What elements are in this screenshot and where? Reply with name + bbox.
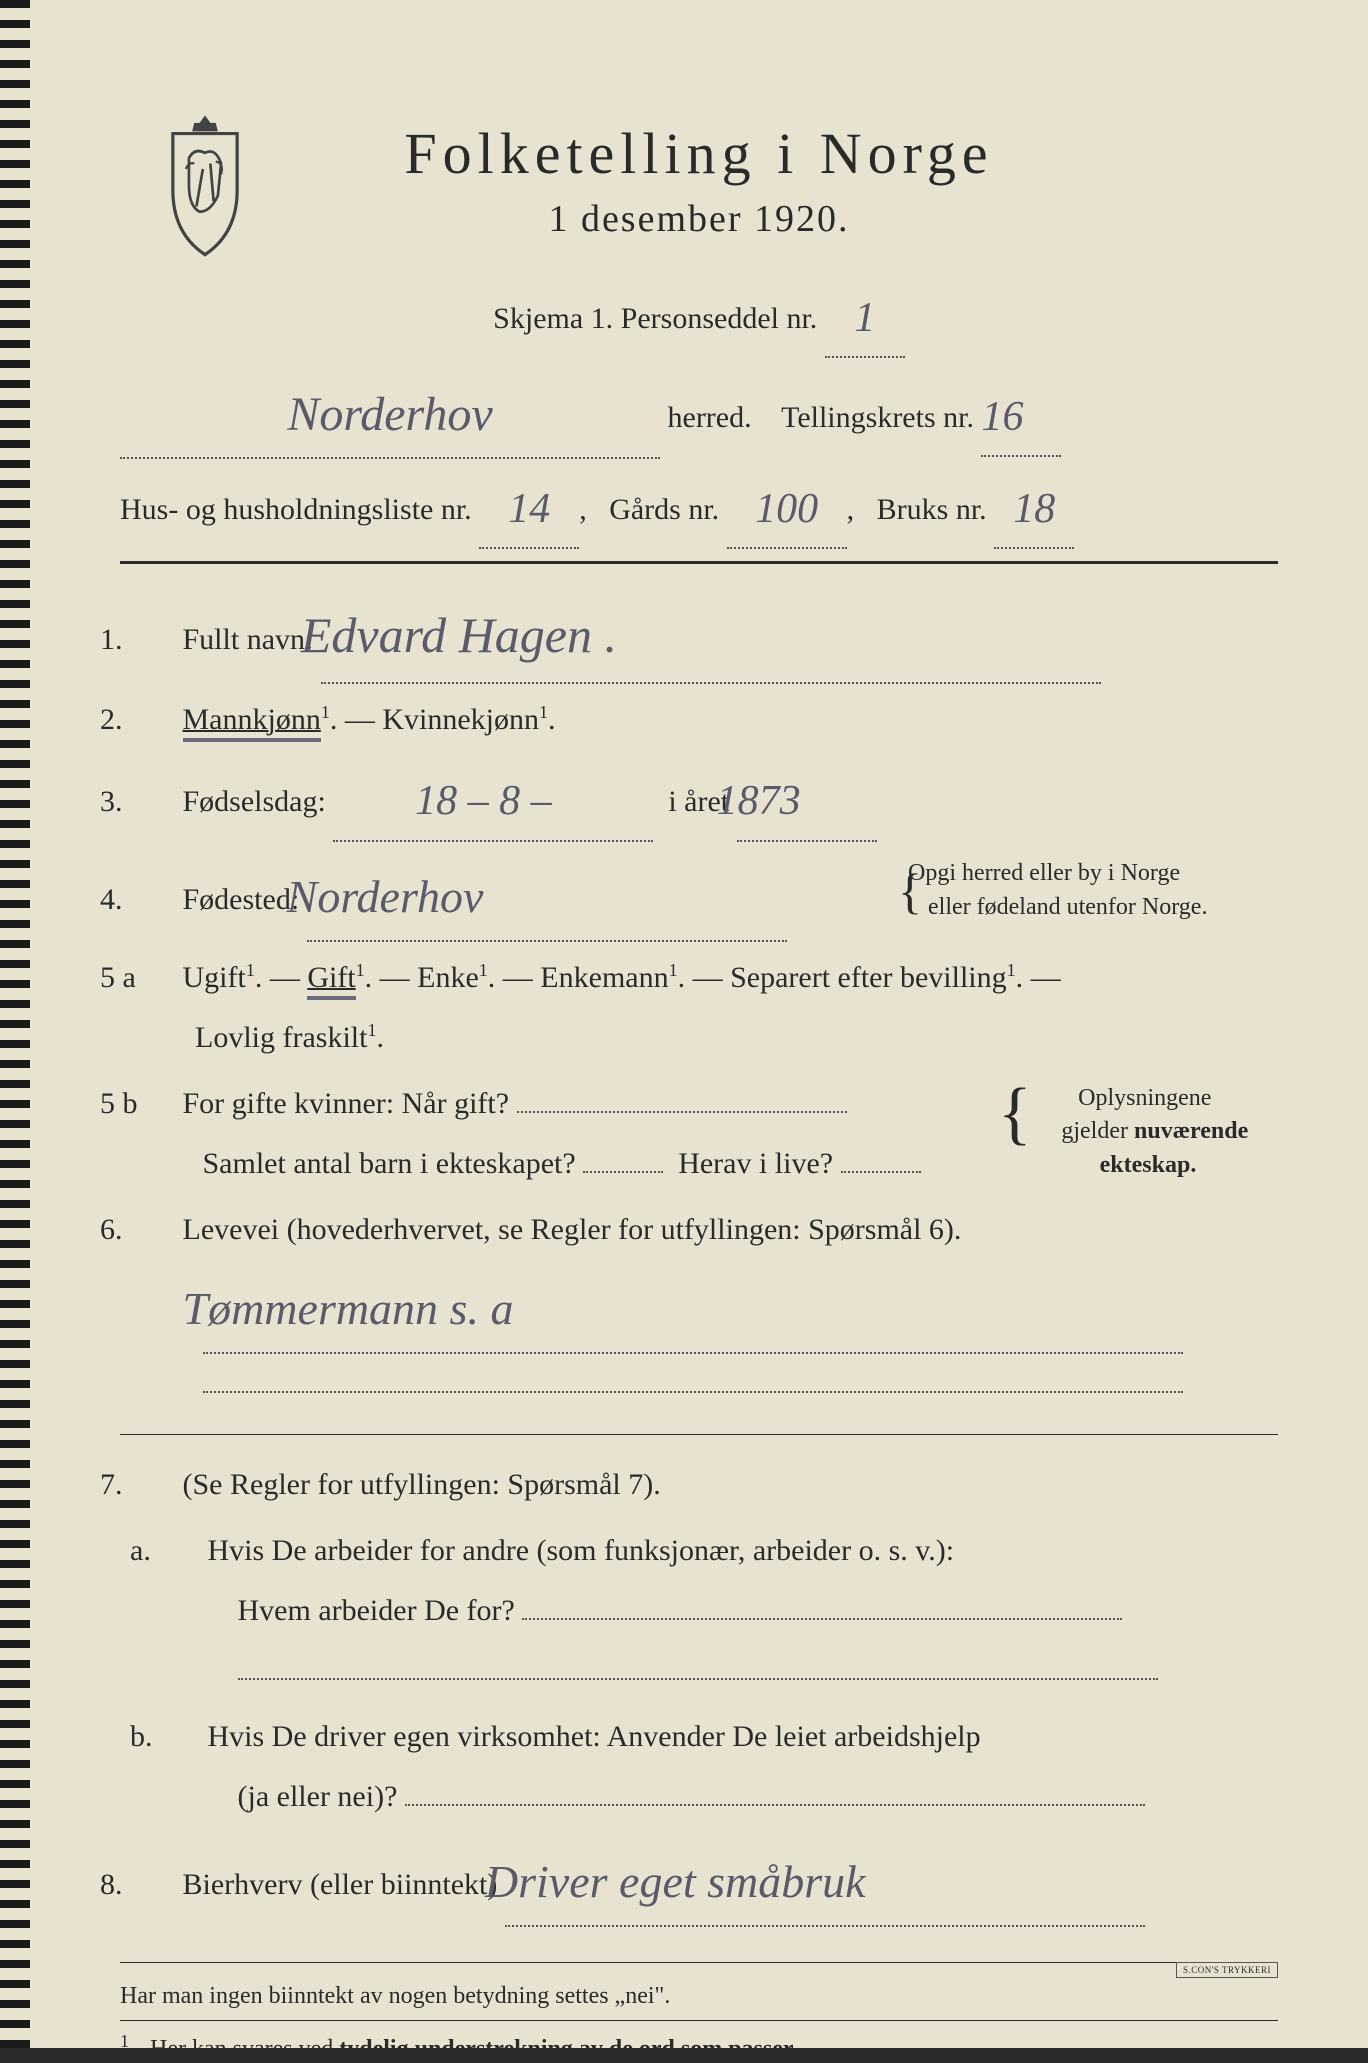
q5b-note3: ekteskap. bbox=[1100, 1152, 1197, 1178]
coat-of-arms-icon bbox=[150, 110, 260, 260]
q5b-note2: gjelder nuværende bbox=[1061, 1118, 1248, 1144]
q2-opt1: Mannkjønn bbox=[183, 703, 321, 742]
herred-line: Norderhov herred. Tellingskrets nr. 16 bbox=[120, 366, 1278, 459]
q6-num: 6. bbox=[120, 1200, 175, 1260]
q5b-label1: For gifte kvinner: Når gift? bbox=[183, 1087, 510, 1120]
q5b-label2: Samlet antal barn i ekteskapet? bbox=[203, 1147, 576, 1180]
husliste-label: Hus- og husholdningsliste nr. bbox=[120, 493, 472, 526]
q7a-label1: Hvis De arbeider for andre (som funksjon… bbox=[208, 1534, 955, 1567]
q7-num: 7. bbox=[120, 1455, 175, 1515]
perforation-edge bbox=[0, 0, 30, 2048]
q4-num: 4. bbox=[120, 870, 175, 930]
q7b: b. Hvis De driver egen virksomhet: Anven… bbox=[120, 1707, 1278, 1827]
q3: 3. Fødselsdag: 18 – 8 – i året 1873 bbox=[120, 756, 1278, 842]
q7-label: (Se Regler for utfyllingen: Spørsmål 7). bbox=[183, 1468, 661, 1501]
q7a-label2: Hvem arbeider De for? bbox=[238, 1594, 515, 1627]
form-header: Folketelling i Norge 1 desember 1920. bbox=[120, 120, 1278, 241]
q4-note1: Opgi herred eller by i Norge bbox=[908, 860, 1180, 886]
husliste-nr: 14 bbox=[508, 486, 550, 532]
census-form-page: Folketelling i Norge 1 desember 1920. Sk… bbox=[0, 0, 1368, 2048]
q8-label: Bierhverv (eller biinntekt) bbox=[183, 1868, 498, 1901]
footnote1-text: Har man ingen biinntekt av nogen betydni… bbox=[120, 1983, 670, 2009]
q2-num: 2. bbox=[120, 690, 175, 750]
form-title: Folketelling i Norge bbox=[120, 120, 1278, 187]
q1-label: Fullt navn: bbox=[183, 623, 314, 656]
q4: 4. Fødested: Norderhov { Opgi herred ell… bbox=[120, 848, 1278, 942]
q5a-opt3: Enke bbox=[417, 961, 479, 994]
q5b-label3: Herav i live? bbox=[678, 1147, 833, 1180]
q8-num: 8. bbox=[120, 1855, 175, 1915]
divider bbox=[120, 1434, 1278, 1435]
gards-label: Gårds nr. bbox=[609, 493, 719, 526]
q3-day: 18 – 8 – bbox=[415, 778, 552, 824]
q7a: a. Hvis De arbeider for andre (som funks… bbox=[120, 1521, 1278, 1701]
q1-num: 1. bbox=[120, 610, 175, 670]
q7b-label1: Hvis De driver egen virksomhet: Anvender… bbox=[208, 1720, 981, 1753]
q1: 1. Fullt navn: Edvard Hagen . bbox=[120, 582, 1278, 684]
bruks-label: Bruks nr. bbox=[877, 493, 987, 526]
q7b-label2: (ja eller nei)? bbox=[238, 1780, 398, 1813]
q4-note2: eller fødeland utenfor Norge. bbox=[928, 894, 1207, 920]
q5a-opt1: Ugift bbox=[183, 961, 246, 994]
skjema-label: Skjema 1. Personseddel nr. bbox=[493, 302, 817, 335]
herred-value: Norderhov bbox=[287, 388, 492, 441]
q4-note: { Opgi herred eller by i Norge eller fød… bbox=[918, 856, 1278, 926]
q3-num: 3. bbox=[120, 772, 175, 832]
q3-year: 1873 bbox=[717, 778, 801, 824]
tellingskrets-nr: 16 bbox=[981, 394, 1023, 440]
q7a-num: a. bbox=[160, 1521, 200, 1581]
q5a: 5 a Ugift1. — Gift1. — Enke1. — Enkemann… bbox=[120, 948, 1278, 1068]
q5a-num: 5 a bbox=[120, 948, 175, 1008]
divider bbox=[120, 561, 1278, 564]
husliste-line: Hus- og husholdningsliste nr. 14, Gårds … bbox=[120, 467, 1278, 549]
footnote-1: Har man ingen biinntekt av nogen betydni… bbox=[120, 1983, 1278, 2010]
q7: 7. (Se Regler for utfyllingen: Spørsmål … bbox=[120, 1455, 1278, 1515]
q5b-note1: Oplysningene bbox=[1078, 1085, 1211, 1111]
q3-label: Fødselsdag: bbox=[183, 785, 326, 818]
q6: 6. Levevei (hovederhvervet, se Regler fo… bbox=[120, 1200, 1278, 1414]
q4-value: Norderhov bbox=[287, 871, 484, 922]
q5b-num: 5 b bbox=[120, 1074, 175, 1134]
footnote-2: 1 Her kan svares ved tydelig understrekn… bbox=[120, 2031, 1278, 2063]
divider bbox=[120, 2020, 1278, 2021]
q1-value: Edvard Hagen . bbox=[301, 607, 617, 663]
footnote2-text: Her kan svares ved tydelig understreknin… bbox=[150, 2036, 797, 2062]
q7b-num: b. bbox=[160, 1707, 200, 1767]
form-date: 1 desember 1920. bbox=[120, 197, 1278, 241]
q6-label: Levevei (hovederhvervet, se Regler for u… bbox=[183, 1213, 962, 1246]
gards-nr: 100 bbox=[755, 486, 818, 532]
printer-mark: S.CON'S TRYKKERI bbox=[1176, 1962, 1278, 1978]
q2-dash: — bbox=[345, 703, 383, 736]
q5a-opt2: Gift bbox=[307, 961, 355, 1000]
q6-value: Tømmermann s. a bbox=[183, 1283, 514, 1334]
skjema-line: Skjema 1. Personseddel nr. 1 bbox=[120, 276, 1278, 358]
bruks-nr: 18 bbox=[1013, 486, 1055, 532]
q5b-note: { Oplysningene gjelder nuværende ekteska… bbox=[1018, 1082, 1278, 1183]
q2: 2. Mannkjønn1. — Kvinnekjønn1. bbox=[120, 690, 1278, 750]
q4-label: Fødested: bbox=[183, 883, 300, 916]
personseddel-nr: 1 bbox=[854, 295, 875, 341]
q5a-opt4: Enkemann bbox=[540, 961, 668, 994]
q8: 8. Bierhverv (eller biinntekt) Driver eg… bbox=[120, 1833, 1278, 1927]
q5a-opt5: Separert efter bevilling bbox=[730, 961, 1007, 994]
tellingskrets-label: Tellingskrets nr. bbox=[781, 401, 974, 434]
q8-value: Driver eget småbruk bbox=[485, 1856, 866, 1907]
herred-label: herred. bbox=[668, 401, 752, 434]
divider bbox=[120, 1962, 1278, 1963]
q2-opt2: Kvinnekjønn bbox=[382, 703, 539, 736]
q5a-opt6: Lovlig fraskilt bbox=[195, 1021, 367, 1054]
q5b: 5 b For gifte kvinner: Når gift? Samlet … bbox=[120, 1074, 1278, 1194]
